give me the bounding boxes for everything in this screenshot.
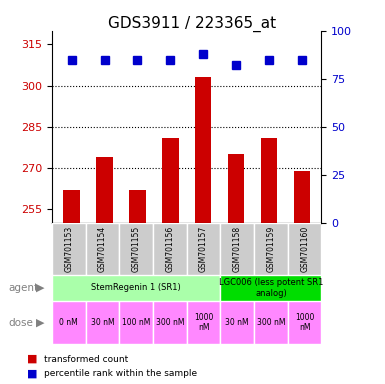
Text: 300 nM: 300 nM — [257, 318, 285, 327]
Text: percentile rank within the sample: percentile rank within the sample — [44, 369, 198, 378]
Text: LGC006 (less potent SR1
analog): LGC006 (less potent SR1 analog) — [219, 278, 323, 298]
Bar — [293, 170, 310, 223]
Bar — [52, 275, 220, 301]
Bar — [288, 223, 321, 275]
Text: ■: ■ — [27, 354, 37, 364]
Text: 30 nM: 30 nM — [226, 318, 249, 327]
Bar — [52, 301, 85, 344]
Text: 300 nM: 300 nM — [156, 318, 184, 327]
Bar — [187, 223, 220, 275]
Bar — [187, 301, 220, 344]
Text: transformed count: transformed count — [44, 354, 129, 364]
Text: 1000
nM: 1000 nM — [295, 313, 314, 332]
Text: GSM701159: GSM701159 — [266, 225, 275, 272]
Text: GSM701160: GSM701160 — [300, 225, 309, 272]
Bar — [153, 301, 187, 344]
Text: ■: ■ — [27, 368, 37, 378]
Text: GSM701157: GSM701157 — [199, 225, 208, 272]
Text: 0 nM: 0 nM — [59, 318, 78, 327]
Bar — [64, 190, 80, 223]
Text: GSM701155: GSM701155 — [132, 225, 141, 272]
Bar — [153, 223, 187, 275]
Bar — [129, 190, 146, 223]
Text: StemRegenin 1 (SR1): StemRegenin 1 (SR1) — [91, 283, 181, 293]
Text: ▶: ▶ — [36, 318, 44, 328]
Text: dose: dose — [8, 318, 33, 328]
Bar — [85, 223, 119, 275]
Text: GSM701156: GSM701156 — [166, 225, 174, 272]
Text: GSM701153: GSM701153 — [64, 225, 73, 272]
Bar — [254, 223, 288, 275]
Text: 30 nM: 30 nM — [91, 318, 114, 327]
Text: 100 nM: 100 nM — [122, 318, 151, 327]
Text: 1000
nM: 1000 nM — [194, 313, 213, 332]
Bar — [288, 301, 321, 344]
Bar — [195, 77, 211, 223]
Bar — [228, 154, 244, 223]
Bar — [220, 301, 254, 344]
Text: GSM701158: GSM701158 — [233, 225, 242, 272]
Text: GDS3911 / 223365_at: GDS3911 / 223365_at — [109, 15, 276, 31]
Bar — [119, 301, 153, 344]
Bar — [96, 157, 113, 223]
Text: GSM701154: GSM701154 — [98, 225, 107, 272]
Text: agent: agent — [8, 283, 38, 293]
Bar — [162, 138, 179, 223]
Bar — [220, 275, 321, 301]
Bar — [85, 301, 119, 344]
Bar — [220, 223, 254, 275]
Bar — [52, 223, 85, 275]
Bar — [119, 223, 153, 275]
Bar — [254, 301, 288, 344]
Bar — [261, 138, 277, 223]
Text: ▶: ▶ — [36, 283, 44, 293]
